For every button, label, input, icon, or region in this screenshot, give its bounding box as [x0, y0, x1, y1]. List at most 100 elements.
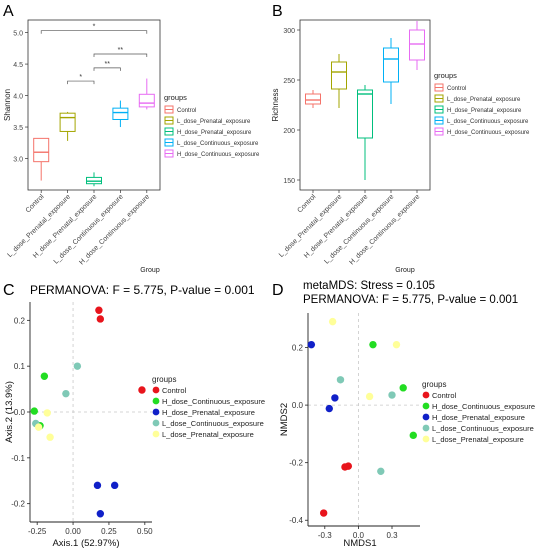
- x-tick-label: -0.3: [318, 531, 332, 540]
- box-h-dose-continuous-exposure: [138, 93, 155, 108]
- point-l-dose-prenatal-exposure: [365, 392, 374, 401]
- y-tick-label: 0.0: [292, 401, 304, 410]
- point-l-dose-prenatal-exposure: [392, 340, 401, 349]
- y-tick-label: -0.4: [289, 516, 303, 525]
- point-h-dose-continuous-exposure: [30, 407, 39, 415]
- significance-label: *: [93, 24, 96, 31]
- y-tick-label: 0.2: [292, 344, 304, 353]
- legend-label: L_dose_Continuous_exposure: [177, 141, 259, 147]
- y-axis-title: Axis.2 (13.9%): [4, 381, 15, 443]
- x-tick-label: 0.25: [101, 527, 117, 536]
- significance-label: **: [104, 61, 110, 68]
- point-control: [344, 462, 353, 470]
- panel-d-title-stress: metaMDS: Stress = 0.105: [303, 280, 435, 292]
- point-control: [138, 386, 146, 394]
- point-l-dose-continuous-exposure: [377, 467, 385, 476]
- x-axis-title: Group: [140, 267, 160, 274]
- legend-label: L_dose_Prenatal_exposure: [162, 430, 254, 439]
- significance-bracket: [67, 80, 95, 85]
- significance-label: *: [79, 74, 82, 81]
- legend-label: L_dose_Prenatal_exposure: [177, 119, 251, 125]
- legend-label: H_dose_Prenatal_exposure: [432, 413, 525, 422]
- legend-label: Control: [432, 391, 457, 400]
- legend-title: groups: [422, 380, 446, 389]
- legend-title: groups: [152, 375, 176, 384]
- y-axis-title: Richness: [271, 89, 280, 122]
- point-h-dose-prenatal-exposure: [307, 340, 316, 349]
- x-tick-label: 0.00: [65, 527, 81, 536]
- legend-label: H_dose_Prenatal_exposure: [447, 108, 522, 114]
- panel-a-shannon-boxplot: 3.0 3.5 4.0 4.5 5.0 Control L_dose_Prenatal_ex…: [3, 19, 260, 274]
- box-h-dose-continuous-exposure: [409, 29, 425, 61]
- point-l-dose-continuous-exposure: [73, 362, 82, 370]
- x-tick-label: 0.3: [386, 531, 398, 540]
- point-h-dose-prenatal-exposure: [96, 510, 105, 518]
- y-tick-label: -0.1: [11, 454, 25, 463]
- point-control: [95, 306, 103, 314]
- panel-b-letter: B: [272, 3, 283, 20]
- y-tick-label: -0.2: [289, 459, 303, 468]
- legend-dot-l-dose-prenatal-exposure: [422, 435, 430, 443]
- legend-label: Control: [447, 86, 466, 92]
- point-h-dose-prenatal-exposure: [93, 481, 102, 490]
- legend-dot-h-dose-prenatal-exposure: [422, 413, 430, 421]
- panel-c-pcoa-scatter: -0.25 0.00 0.25 0.50 -0.2 -0.1 0.0 0.1 0.2 Axis.…: [4, 302, 265, 549]
- point-l-dose-continuous-exposure: [388, 391, 396, 399]
- legend-dot-control: [422, 391, 430, 399]
- y-tick-label: 0.2: [14, 316, 26, 325]
- y-tick-label: 0.0: [14, 408, 26, 417]
- legend-label: H_dose_Continuous_exposure: [162, 397, 265, 406]
- x-tick-label: Control: [296, 193, 317, 214]
- box-l-dose-continuous-exposure: [112, 107, 129, 120]
- y-tick-label: 0.1: [14, 362, 26, 371]
- legend-title: groups: [434, 71, 457, 80]
- x-axis-title: NMDS1: [343, 538, 376, 549]
- y-tick-label: 250: [283, 78, 295, 85]
- legend-label: L_dose_Continuous_exposure: [447, 119, 529, 125]
- box-l-dose-prenatal-exposure: [59, 112, 76, 132]
- x-tick-label: -0.25: [28, 527, 47, 536]
- point-h-dose-continuous-exposure: [40, 372, 49, 380]
- point-l-dose-continuous-exposure: [336, 376, 345, 384]
- y-tick-label: 4.0: [13, 94, 23, 101]
- point-h-dose-prenatal-exposure: [325, 404, 333, 413]
- point-l-dose-prenatal-exposure: [46, 433, 54, 441]
- point-l-dose-prenatal-exposure: [34, 423, 43, 431]
- panel-c-letter: C: [3, 282, 15, 299]
- legend-label: H_dose_Continuous_exposure: [177, 152, 260, 158]
- x-tick-label: 0.50: [137, 527, 153, 536]
- legend-title: groups: [164, 93, 187, 102]
- legend-dot-l-dose-prenatal-exposure: [152, 430, 160, 438]
- point-control: [96, 315, 105, 323]
- legend-dot-control: [152, 386, 160, 394]
- significance-bracket: [93, 53, 148, 57]
- x-axis-title: Axis.1 (52.97%): [52, 538, 119, 549]
- y-tick-label: 4.5: [13, 62, 23, 69]
- box-h-dose-prenatal-exposure: [357, 89, 373, 139]
- legend-label: H_dose_Prenatal_exposure: [162, 408, 255, 417]
- significance-bracket: [40, 30, 148, 34]
- legend-dot-l-dose-continuous-exposure: [152, 419, 160, 427]
- y-tick-label: 150: [283, 178, 295, 185]
- x-axis-title: Group: [395, 267, 415, 274]
- legend-label: L_dose_Prenatal_exposure: [447, 97, 521, 103]
- legend-label: Control: [162, 386, 187, 395]
- point-l-dose-prenatal-exposure: [43, 409, 51, 417]
- x-tick-label: Control: [25, 193, 46, 214]
- y-tick-label: 3.5: [13, 125, 23, 132]
- y-tick-label: 300: [283, 28, 295, 35]
- legend-dot-h-dose-prenatal-exposure: [152, 408, 160, 416]
- y-axis-title: Shannon: [3, 89, 12, 121]
- significance-label: **: [118, 47, 124, 54]
- legend-label: H_dose_Continuous_exposure: [447, 130, 530, 136]
- legend-label: L_dose_Continuous_exposure: [162, 419, 264, 428]
- x-tick-label: 0.0: [353, 531, 365, 540]
- panel-c-title: PERMANOVA: F = 5.775, P-value = 0.001: [30, 283, 255, 297]
- panel-b-richness-boxplot: 150 200 250 300 Control L_dose_Prenatal_expos…: [271, 19, 530, 274]
- box-l-dose-continuous-exposure: [383, 47, 399, 83]
- legend-dot-h-dose-continuous-exposure: [422, 402, 430, 410]
- point-h-dose-continuous-exposure: [409, 431, 417, 440]
- legend-dot-h-dose-continuous-exposure: [152, 397, 160, 405]
- point-l-dose-prenatal-exposure: [328, 317, 337, 326]
